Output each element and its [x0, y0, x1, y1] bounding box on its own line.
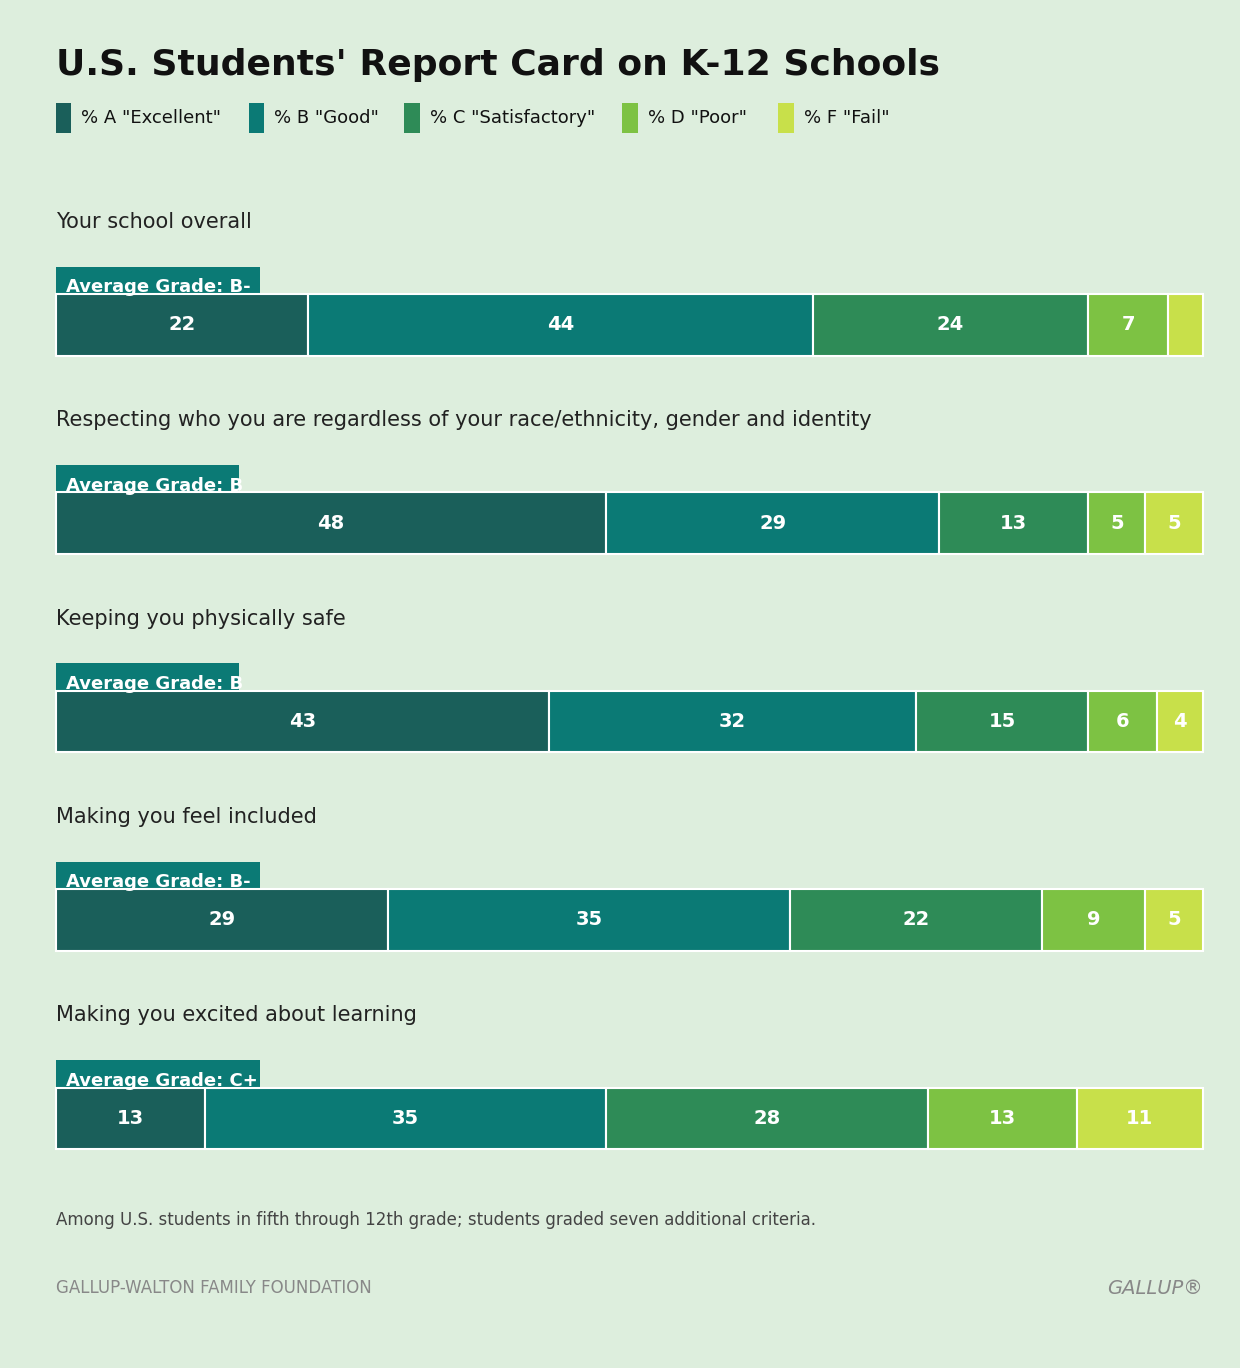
Text: 15: 15 — [988, 713, 1016, 731]
Text: 13: 13 — [117, 1109, 144, 1127]
Text: Making you excited about learning: Making you excited about learning — [56, 1005, 417, 1026]
Text: Average Grade: B: Average Grade: B — [66, 476, 243, 495]
Text: 35: 35 — [392, 1109, 419, 1127]
Text: Among U.S. students in fifth through 12th grade; students graded seven additiona: Among U.S. students in fifth through 12t… — [56, 1211, 816, 1228]
Text: 43: 43 — [289, 713, 316, 731]
Text: 4: 4 — [1173, 713, 1187, 731]
Text: 13: 13 — [988, 1109, 1016, 1127]
Text: Average Grade: B-: Average Grade: B- — [66, 873, 250, 892]
Text: Average Grade: B: Average Grade: B — [66, 674, 243, 694]
Text: 11: 11 — [1126, 1109, 1153, 1127]
Text: 5: 5 — [1167, 514, 1180, 532]
Text: U.S. Students' Report Card on K-12 Schools: U.S. Students' Report Card on K-12 Schoo… — [56, 48, 940, 82]
Text: 28: 28 — [754, 1109, 780, 1127]
Text: Making you feel included: Making you feel included — [56, 807, 316, 828]
Text: 22: 22 — [169, 316, 196, 334]
Text: 5: 5 — [1167, 911, 1180, 929]
Text: 13: 13 — [999, 514, 1027, 532]
Text: 32: 32 — [719, 713, 746, 731]
Text: GALLUP-WALTON FAMILY FOUNDATION: GALLUP-WALTON FAMILY FOUNDATION — [56, 1279, 372, 1297]
Text: 6: 6 — [1116, 713, 1130, 731]
Text: 48: 48 — [317, 514, 345, 532]
Text: 7: 7 — [1121, 316, 1135, 334]
Text: % D "Poor": % D "Poor" — [647, 108, 746, 127]
Text: Respecting who you are regardless of your race/ethnicity, gender and identity: Respecting who you are regardless of you… — [56, 410, 872, 431]
Text: % F "Fail": % F "Fail" — [804, 108, 889, 127]
Text: 35: 35 — [575, 911, 603, 929]
Text: 22: 22 — [903, 911, 930, 929]
Text: Your school overall: Your school overall — [56, 212, 252, 233]
Text: 29: 29 — [208, 911, 236, 929]
Text: % A "Excellent": % A "Excellent" — [82, 108, 222, 127]
Text: Average Grade: C+: Average Grade: C+ — [66, 1071, 258, 1090]
Text: GALLUP®: GALLUP® — [1107, 1279, 1203, 1298]
Text: 24: 24 — [937, 316, 963, 334]
Text: 29: 29 — [759, 514, 786, 532]
Text: Keeping you physically safe: Keeping you physically safe — [56, 609, 346, 629]
Text: Average Grade: B-: Average Grade: B- — [66, 278, 250, 297]
Text: 5: 5 — [1110, 514, 1123, 532]
Text: % C "Satisfactory": % C "Satisfactory" — [430, 108, 595, 127]
Text: 44: 44 — [547, 316, 574, 334]
Text: % B "Good": % B "Good" — [274, 108, 379, 127]
Text: 9: 9 — [1087, 911, 1101, 929]
